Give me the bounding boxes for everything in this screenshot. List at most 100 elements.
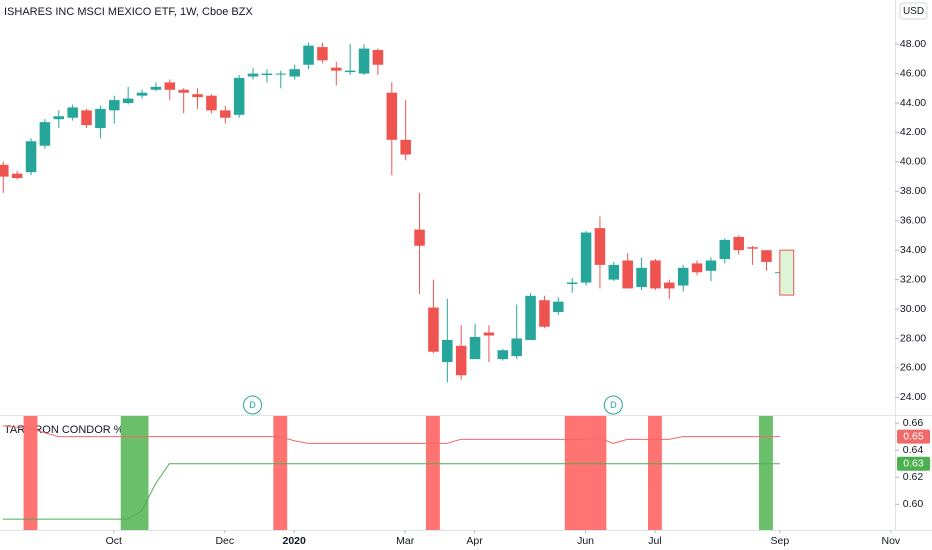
indicator-title: TARI IRON CONDOR % (4, 424, 124, 436)
x-tick-label: 2020 (282, 535, 306, 547)
candle-body (511, 338, 522, 357)
last-value-badge (897, 456, 930, 471)
indicator-y-tick-label: 0.66 (903, 417, 924, 429)
candle (386, 82, 398, 176)
candle-body (331, 67, 342, 71)
last-value-badge (897, 429, 930, 444)
candle (414, 192, 425, 295)
candle-body (25, 141, 37, 173)
currency-label: USD (903, 6, 924, 17)
signal-span (648, 416, 662, 530)
x-tick-label: Nov (881, 535, 900, 547)
y-tick-label: 34.00 (900, 244, 926, 256)
candle-body (414, 229, 425, 246)
candle (719, 238, 731, 264)
candle (331, 61, 342, 86)
y-tick-label: 26.00 (900, 362, 926, 374)
candle (220, 105, 231, 124)
candle (247, 67, 259, 80)
candle (136, 89, 148, 99)
candle (317, 42, 328, 64)
candle-body (67, 107, 78, 118)
candle-body (136, 92, 148, 96)
candle-body (455, 345, 467, 376)
x-tick-label: Jun (577, 535, 594, 547)
candle-body (650, 260, 661, 289)
signal-span (23, 416, 38, 530)
indicator-y-tick-label: 0.62 (903, 471, 924, 483)
candle (81, 108, 92, 129)
candle-body (594, 228, 606, 265)
candle (11, 170, 23, 180)
signal-span (120, 416, 149, 530)
candle-body (636, 267, 647, 287)
candle-body (275, 73, 287, 75)
chart-title: ISHARES INC MSCI MEXICO ETF, 1W, Cboe BZ… (4, 6, 253, 18)
candle-body (122, 98, 134, 104)
y-tick-label: 36.00 (900, 215, 926, 227)
indicator-spans (23, 416, 773, 530)
candle (580, 231, 592, 286)
candle (705, 257, 717, 282)
candle-body (733, 236, 744, 251)
dividend-marker (243, 395, 263, 415)
candle-body (150, 86, 162, 90)
y-tick-label: 30.00 (900, 303, 926, 315)
x-tick-label: Jul (648, 535, 661, 547)
x-tick-label: Sep (770, 535, 789, 547)
candle-body (677, 267, 689, 286)
candle-body (178, 89, 189, 93)
y-tick-label: 40.00 (900, 156, 926, 168)
candle (691, 260, 703, 276)
candle (442, 298, 453, 383)
candle-body (164, 82, 176, 90)
candle (511, 304, 522, 360)
candle-body (0, 164, 9, 177)
candle (608, 261, 620, 282)
candle (95, 105, 106, 139)
y-tick-label: 48.00 (900, 38, 926, 50)
candle (469, 323, 481, 360)
currency-badge[interactable] (899, 2, 928, 20)
candle-body (525, 295, 536, 340)
indicator-y-tick-label: 0.64 (903, 444, 924, 456)
candle-body (566, 282, 578, 285)
candle-body (622, 260, 633, 289)
range-box (779, 249, 795, 296)
candle-body (39, 122, 51, 146)
indicator-line (2, 463, 780, 520)
candle (178, 88, 189, 114)
candle-body (539, 300, 550, 327)
candle-body (220, 110, 231, 118)
candle-body (358, 48, 370, 74)
candle (261, 69, 273, 83)
candle (400, 100, 411, 161)
candle-body (400, 139, 411, 155)
candle (733, 235, 744, 255)
candle-body (344, 70, 356, 73)
candle-body (761, 250, 772, 262)
candle (53, 110, 65, 129)
candle (275, 70, 287, 89)
candle (497, 348, 509, 361)
y-tick-label: 42.00 (900, 126, 926, 138)
candle-body (442, 339, 453, 363)
candle (539, 295, 550, 329)
candle (761, 250, 772, 271)
candle-body (233, 77, 245, 115)
candle (39, 119, 51, 149)
signal-span (425, 416, 440, 530)
x-tick-label: Mar (396, 535, 415, 547)
candle-body (261, 73, 273, 76)
candle-body (553, 301, 564, 312)
candle (455, 325, 467, 380)
candle-body (289, 69, 300, 77)
signal-span (564, 416, 607, 530)
last-value-label: 0.63 (903, 457, 924, 469)
dividend-label: D (249, 400, 256, 410)
candle-body (192, 94, 203, 98)
candle (122, 86, 134, 105)
candle (206, 94, 217, 114)
